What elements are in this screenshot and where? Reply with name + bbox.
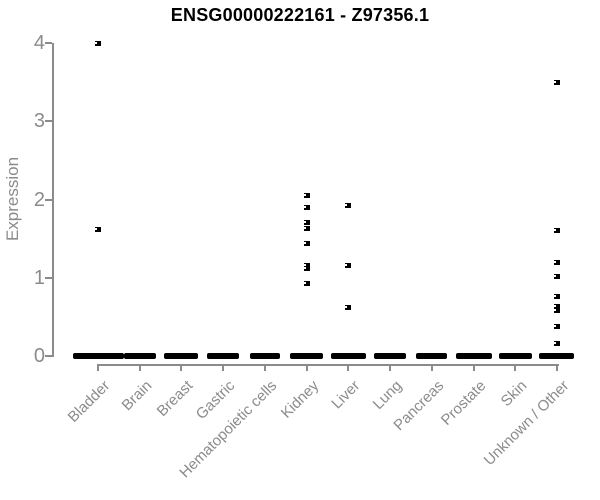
y-tick	[44, 198, 52, 201]
zero-expression-dash	[123, 352, 156, 359]
zero-expression-dash	[498, 352, 532, 359]
data-point	[303, 262, 310, 268]
x-tick	[263, 364, 266, 371]
zero-expression-dash	[455, 352, 492, 359]
zero-expression-dash	[290, 352, 324, 359]
chart-title: ENSG00000222161 - Z97356.1	[170, 5, 430, 25]
data-point	[553, 304, 560, 310]
y-tick	[44, 120, 52, 123]
x-tick	[430, 364, 433, 371]
y-axis-line	[51, 43, 54, 357]
x-tick	[514, 364, 517, 371]
data-point	[345, 262, 352, 268]
data-point	[345, 304, 352, 310]
x-tick	[472, 364, 475, 371]
y-tick-label: 3	[33, 110, 45, 133]
y-tick-label: 2	[33, 188, 45, 211]
data-point	[303, 280, 310, 286]
zero-expression-dash	[539, 352, 575, 359]
data-point	[303, 220, 310, 226]
x-tick	[180, 364, 183, 371]
data-point	[303, 204, 310, 210]
data-point	[303, 240, 310, 246]
y-tick-label: 4	[33, 32, 45, 54]
zero-expression-dash	[374, 352, 407, 359]
data-point	[303, 193, 310, 199]
y-tick	[44, 42, 52, 44]
x-tick	[97, 364, 99, 371]
data-point	[95, 40, 101, 46]
x-axis-line	[98, 364, 559, 366]
data-point	[303, 225, 310, 231]
data-point	[553, 308, 560, 314]
data-point	[553, 323, 560, 329]
zero-expression-dash	[416, 352, 448, 359]
data-point	[95, 226, 101, 232]
x-tick	[222, 364, 225, 371]
x-tick	[555, 364, 558, 371]
data-point	[553, 340, 560, 346]
zero-expression-dash	[164, 352, 199, 359]
zero-expression-dash	[249, 352, 280, 359]
y-tick-label: 1	[33, 266, 45, 289]
zero-expression-dash	[72, 352, 124, 359]
zero-expression-dash	[330, 352, 366, 359]
x-tick	[138, 364, 141, 371]
zero-expression-dash	[207, 352, 240, 359]
data-point	[553, 79, 560, 85]
data-point	[345, 203, 352, 209]
x-tick	[305, 364, 308, 371]
data-point	[303, 265, 310, 271]
data-point	[553, 294, 560, 300]
x-tick	[347, 364, 350, 371]
data-point	[553, 259, 560, 265]
y-tick	[44, 276, 52, 279]
y-tick	[44, 355, 52, 357]
data-point	[553, 228, 560, 234]
y-tick-label: 0	[33, 345, 45, 367]
data-point	[553, 273, 560, 279]
x-tick	[389, 364, 392, 371]
